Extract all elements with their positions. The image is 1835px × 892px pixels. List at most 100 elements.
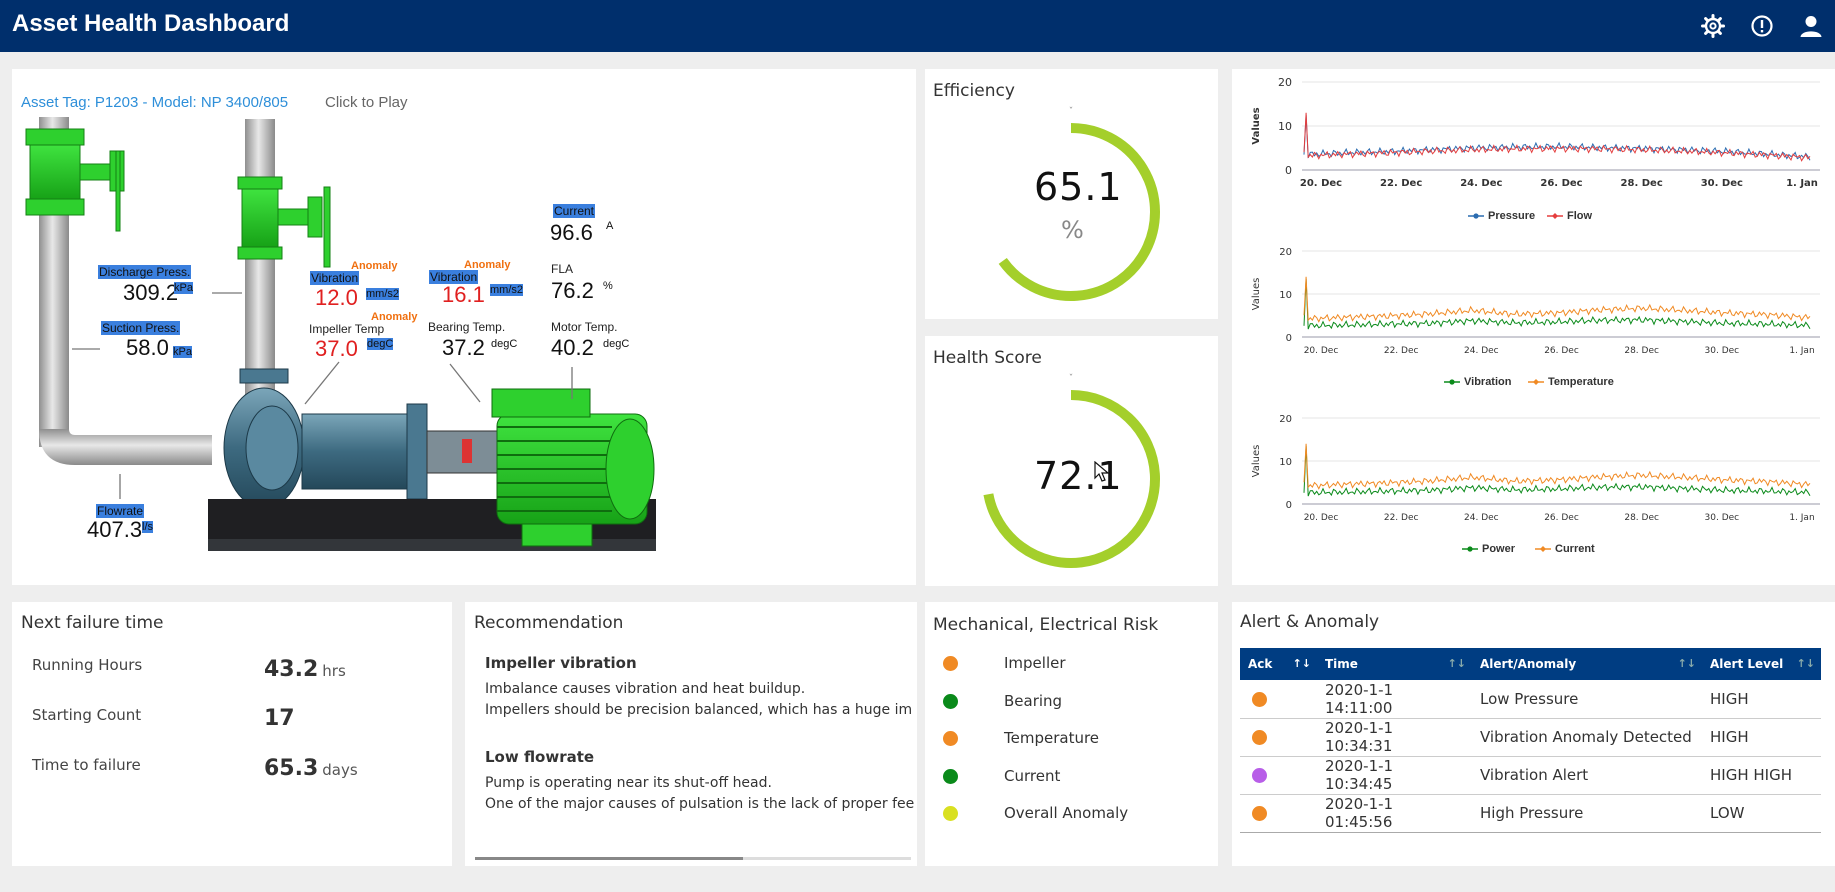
alert-cell: Vibration Alert (1472, 756, 1702, 795)
sort-icon[interactable]: ↑↓ (1677, 657, 1696, 670)
legend-current-label: Current (1555, 543, 1595, 555)
health-score-panel: Health Score ˇ 72.1 (925, 336, 1218, 586)
fla-label: FLA (551, 262, 574, 276)
column-header-ack[interactable]: Ack ↑↓ (1240, 648, 1317, 680)
alert-row[interactable]: 2020-1-1 01:45:56 High Pressure LOW (1240, 794, 1821, 833)
ack-cell[interactable] (1240, 794, 1317, 833)
column-level-label: Alert Level (1710, 657, 1784, 671)
efficiency-unit: % (1061, 216, 1084, 244)
current-value: 96.6 (550, 220, 593, 245)
rec-line-impeller-2: Impellers should be precision balanced, … (485, 702, 913, 718)
starting-count-label: Starting Count (32, 706, 142, 724)
alert-table: Ack ↑↓ Time ↑↓ Alert/Anomaly ↑↓ Alert Level… (1240, 648, 1821, 833)
risk-status-dot (943, 806, 958, 821)
top-bar: Asset Health Dashboard (0, 0, 1835, 52)
x-tick-label: 30. Dec (1705, 346, 1740, 356)
risk-item-label: Bearing (1004, 691, 1063, 710)
scrollbar-thumb[interactable] (475, 857, 743, 860)
pump-diagram-panel: Asset Tag: P1203 - Model: NP 3400/805 Cl… (12, 69, 916, 585)
sort-asc-icon[interactable]: ↑↓ (1292, 657, 1311, 670)
recommendation-panel: Recommendation Impeller vibration Imbala… (465, 602, 917, 866)
recommendation-title: Recommendation (474, 613, 624, 633)
y-axis-label: Values (1251, 107, 1262, 144)
ack-status-dot[interactable] (1252, 730, 1267, 745)
column-header-level[interactable]: Alert Level ↑↓ (1702, 648, 1821, 680)
series-line-vibration (1303, 278, 1811, 330)
column-ack-label: Ack (1248, 657, 1273, 671)
click-to-play-button[interactable]: Click to Play (325, 94, 408, 111)
risk-item-label: Overall Anomaly (1004, 804, 1129, 822)
legend-power-label: Power (1482, 543, 1516, 555)
y-tick-label: 20 (1278, 76, 1292, 89)
x-tick-label: 24. Dec (1460, 178, 1502, 189)
mouse-cursor-icon (1094, 461, 1110, 482)
vibration2-unit: mm/s2 (490, 284, 523, 296)
horizontal-scrollbar[interactable] (475, 857, 911, 860)
sort-icon[interactable]: ↑↓ (1796, 657, 1815, 670)
level-cell: HIGH (1702, 718, 1821, 757)
x-tick-label: 1. Jan (1786, 178, 1818, 189)
health-score-gauge: ˇ (983, 373, 1160, 568)
suction-pressure-value: 58.0 (126, 335, 169, 360)
discharge-pressure-unit: kPa (174, 282, 193, 294)
ack-status-dot[interactable] (1252, 806, 1267, 821)
efficiency-panel: Efficiency ˇ 65.1 % (925, 69, 1218, 319)
running-hours-label: Running Hours (32, 656, 143, 674)
x-tick-label: 30. Dec (1701, 178, 1743, 189)
bearing-temp-unit: degC (491, 338, 518, 350)
y-axis-label: Values (1251, 445, 1262, 478)
rec-heading-flowrate: Low flowrate (485, 748, 595, 766)
asset-tag-link[interactable]: Asset Tag: P1203 - Model: NP 3400/805 (21, 94, 289, 111)
x-tick-label: 26. Dec (1544, 513, 1579, 523)
series-line-power (1303, 445, 1811, 497)
user-icon[interactable] (1798, 13, 1824, 39)
recommendation-scroll-area[interactable]: Recommendation Impeller vibration Imbala… (465, 602, 917, 867)
suction-pressure-unit: kPa (173, 346, 192, 358)
alert-icon[interactable] (1749, 13, 1775, 39)
ack-cell[interactable] (1240, 718, 1317, 757)
legend-temperature-label: Temperature (1548, 376, 1614, 388)
ack-status-dot[interactable] (1252, 768, 1267, 783)
column-header-alert[interactable]: Alert/Anomaly ↑↓ (1472, 648, 1702, 680)
x-tick-label: 1. Jan (1789, 513, 1814, 523)
y-tick-label: 20 (1279, 414, 1292, 425)
column-time-label: Time (1325, 657, 1358, 671)
time-to-failure-unit: days (322, 761, 358, 779)
running-hours-value: 43.2 hrs (264, 657, 346, 682)
legend-current[interactable]: Current (1535, 543, 1595, 555)
legend-flow[interactable]: Flow (1547, 210, 1592, 222)
x-tick-label: 20. Dec (1304, 346, 1339, 356)
risk-status-dot (943, 656, 958, 671)
x-tick-label: 30. Dec (1705, 513, 1740, 523)
column-header-time[interactable]: Time ↑↓ (1317, 648, 1472, 680)
gear-icon[interactable] (1700, 13, 1726, 39)
vibration1-label: Vibration (310, 271, 360, 285)
x-tick-label: 20. Dec (1304, 513, 1339, 523)
time-to-failure-value: 65.3 days (264, 756, 358, 781)
risk-status-dot (943, 731, 958, 746)
legend-vibration-label: Vibration (1464, 376, 1512, 388)
vibration1-anomaly-flag: Anomaly (351, 260, 398, 272)
legend-vibration[interactable]: Vibration (1444, 376, 1511, 388)
sort-icon[interactable]: ↑↓ (1447, 657, 1466, 670)
level-cell: LOW (1702, 794, 1821, 833)
impeller-temp-label: Impeller Temp (309, 322, 385, 336)
alert-row[interactable]: 2020-1-1 10:34:45 Vibration Alert HIGH HIG… (1240, 756, 1821, 795)
time-to-failure-number: 65.3 (264, 756, 319, 781)
efficiency-gauge: ˇ (998, 106, 1160, 301)
ack-status-dot[interactable] (1252, 691, 1267, 707)
ack-cell[interactable] (1240, 680, 1317, 719)
y-tick-label: 10 (1279, 457, 1292, 468)
suction-pressure-label: Suction Press. (101, 321, 181, 335)
svg-text:ˇ: ˇ (1069, 106, 1074, 117)
alert-row[interactable]: 2020-1-1 14:11:00 Low Pressure HIGH (1240, 680, 1821, 719)
legend-power[interactable]: Power (1462, 543, 1515, 555)
alert-row[interactable]: 2020-1-1 10:34:31 Vibration Anomaly Detec… (1240, 718, 1821, 757)
x-tick-label: 24. Dec (1464, 513, 1499, 523)
ack-cell[interactable] (1240, 756, 1317, 795)
legend-temperature[interactable]: Temperature (1528, 376, 1614, 388)
legend-pressure-label: Pressure (1488, 210, 1536, 222)
legend-pressure[interactable]: Pressure (1468, 210, 1535, 222)
risk-panel: Mechanical, Electrical Risk Impeller Bear… (925, 602, 1218, 866)
y-tick-label: 10 (1279, 290, 1292, 301)
